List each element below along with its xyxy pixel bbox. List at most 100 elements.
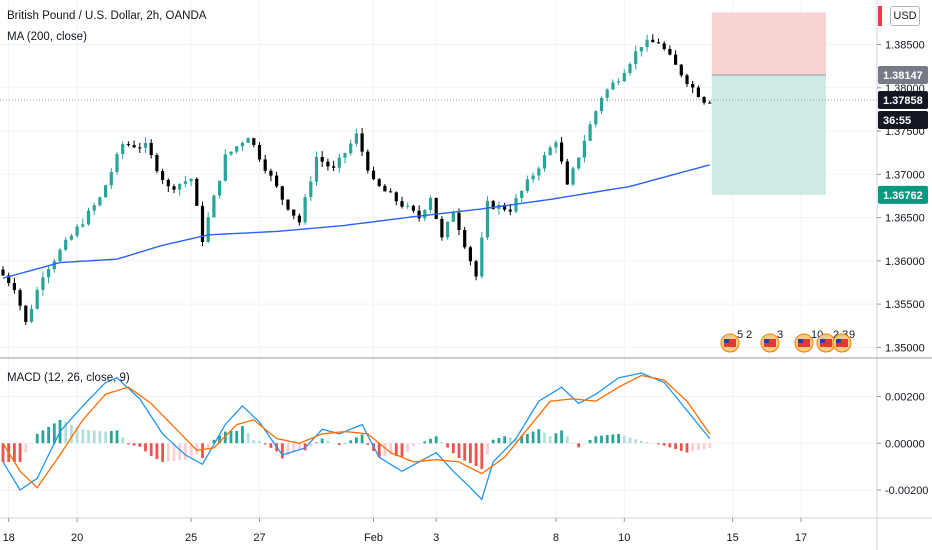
candle-body bbox=[303, 197, 307, 223]
macd-histogram-bar bbox=[469, 443, 472, 464]
candle-body bbox=[320, 157, 324, 162]
macd-histogram-bar bbox=[531, 431, 535, 444]
macd-histogram-bar bbox=[184, 443, 187, 460]
event-count-label: 5 2 bbox=[737, 329, 752, 341]
macd-histogram-bar bbox=[149, 443, 153, 457]
price-tick-label: 1.35500 bbox=[885, 299, 925, 311]
macd-histogram-bar bbox=[121, 437, 125, 444]
event-flag-icon[interactable]: 5 2 bbox=[720, 329, 752, 353]
macd-histogram-bar bbox=[651, 443, 655, 444]
macd-histogram-bar bbox=[292, 443, 296, 453]
macd-legend[interactable]: MACD (12, 26, close, 9) bbox=[7, 372, 130, 384]
macd-histogram-bar bbox=[218, 435, 221, 444]
candle-body bbox=[314, 157, 319, 182]
candle-body bbox=[126, 144, 130, 146]
macd-histogram-bar bbox=[434, 436, 438, 444]
candle-body bbox=[69, 235, 73, 240]
candle-body bbox=[446, 221, 450, 238]
macd-histogram-bar bbox=[326, 440, 330, 444]
macd-line bbox=[2, 372, 711, 501]
event-flag-icon[interactable]: 9 bbox=[832, 329, 855, 353]
macd-histogram-bar bbox=[394, 443, 398, 457]
candle-body bbox=[132, 145, 136, 148]
macd-histogram-bar bbox=[548, 436, 552, 444]
time-tick-label: 8 bbox=[553, 532, 559, 544]
macd-histogram-bar bbox=[497, 437, 501, 444]
candle-body bbox=[41, 277, 45, 290]
time-tick-label: 3 bbox=[433, 532, 439, 544]
event-flag-icon[interactable]: 3 bbox=[760, 329, 783, 353]
candle-body bbox=[218, 180, 222, 196]
candle-body bbox=[257, 144, 262, 160]
candle-body bbox=[7, 275, 11, 284]
candle-body bbox=[29, 308, 34, 322]
take-profit-tag: 1.36762 bbox=[883, 190, 923, 202]
candle-body bbox=[457, 212, 461, 231]
macd-histogram-bar bbox=[662, 443, 666, 446]
candle-body bbox=[702, 97, 706, 103]
macd-histogram-bar bbox=[543, 432, 546, 444]
symbol-title[interactable]: British Pound / U.S. Dollar, 2h, OANDA bbox=[7, 10, 207, 22]
candle-body bbox=[18, 290, 22, 306]
candle-body bbox=[81, 224, 85, 227]
candle-body bbox=[560, 142, 564, 162]
macd-histogram-bar bbox=[132, 443, 136, 446]
macd-histogram-bar bbox=[697, 443, 700, 451]
macd-histogram-bar bbox=[161, 443, 164, 462]
candle-body bbox=[86, 210, 91, 225]
candle-body bbox=[474, 261, 478, 277]
macd-tick-label: 0.00000 bbox=[885, 438, 925, 450]
macd-histogram-bar bbox=[52, 423, 56, 444]
ma-legend[interactable]: MA (200, close) bbox=[7, 31, 87, 43]
macd-histogram-bar bbox=[246, 433, 250, 444]
macd-histogram-bar bbox=[571, 442, 575, 444]
candle-body bbox=[485, 201, 490, 238]
candle-body bbox=[634, 51, 638, 65]
candle-body bbox=[685, 75, 689, 85]
currency-badge[interactable]: USD bbox=[890, 6, 920, 26]
macd-histogram bbox=[1, 419, 712, 469]
macd-histogram-bar bbox=[258, 440, 261, 444]
candle-body bbox=[691, 84, 695, 88]
macd-histogram-bar bbox=[463, 443, 467, 461]
macd-histogram-bar bbox=[360, 434, 364, 444]
candle-body bbox=[235, 146, 239, 152]
candle-body bbox=[440, 218, 444, 238]
candle-body bbox=[377, 179, 381, 186]
candle-body bbox=[525, 179, 529, 191]
macd-histogram-bar bbox=[298, 443, 301, 450]
event-flag-canton bbox=[836, 339, 841, 343]
candle-body bbox=[309, 181, 313, 198]
candle-body bbox=[286, 199, 290, 210]
macd-histogram-bar bbox=[440, 441, 444, 444]
candle-body bbox=[121, 144, 125, 155]
macd-histogram-bar bbox=[622, 435, 626, 444]
candle-body bbox=[166, 179, 170, 187]
candle-body bbox=[240, 142, 244, 147]
macd-histogram-bar bbox=[383, 443, 387, 457]
macd-histogram-bar bbox=[87, 429, 90, 444]
candle-body bbox=[195, 178, 199, 206]
macd-histogram-bar bbox=[577, 443, 581, 448]
price-tick-label: 1.35000 bbox=[885, 342, 925, 354]
macd-histogram-bar bbox=[332, 442, 335, 444]
candle-body bbox=[292, 209, 296, 216]
candle-body bbox=[75, 226, 79, 236]
candle-body bbox=[172, 186, 176, 190]
macd-histogram-bar bbox=[708, 443, 712, 448]
macd-histogram-bar bbox=[201, 443, 204, 459]
economic-events[interactable]: 5 23102 39 bbox=[720, 329, 855, 353]
macd-histogram-bar bbox=[178, 443, 182, 461]
candle-body bbox=[263, 159, 267, 171]
countdown-tag-bg bbox=[878, 111, 928, 130]
candle-body bbox=[24, 305, 28, 322]
candle-body bbox=[161, 171, 165, 180]
macd-histogram-bar bbox=[13, 443, 16, 462]
candle-body bbox=[423, 209, 427, 219]
candle-body bbox=[252, 138, 256, 145]
macd-histogram-bar bbox=[309, 443, 313, 447]
macd-histogram-bar bbox=[594, 436, 598, 444]
macd-histogram-bar bbox=[634, 439, 638, 444]
candle-body bbox=[428, 197, 433, 210]
